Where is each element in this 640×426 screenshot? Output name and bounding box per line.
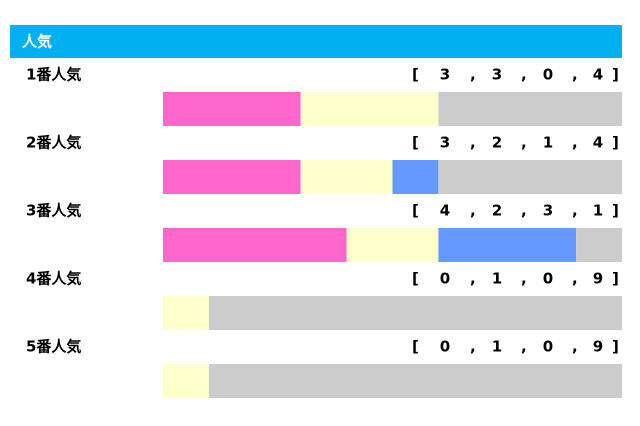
value-label: 0 [440,338,450,356]
value-label: 9 [593,270,603,288]
header-bar [10,25,622,58]
bar-segment [300,160,393,194]
bracket: [ [412,270,419,288]
bar-segment [300,92,439,126]
value-label: 4 [440,202,450,220]
value-label: 2 [492,202,502,220]
separator: , [470,66,476,84]
value-label: 9 [593,338,603,356]
separator: , [521,202,527,220]
separator: , [572,270,578,288]
bar-segment [208,364,622,398]
bracket: [ [412,202,419,220]
value-label: 0 [543,270,553,288]
bracket: [ [412,66,419,84]
separator: , [470,134,476,152]
value-label: 1 [543,134,553,152]
separator: , [521,134,527,152]
row-label: 3番人気 [26,202,81,220]
value-label: 3 [492,66,502,84]
bracket: ] [612,338,619,356]
bar-segment [346,228,439,262]
value-label: 0 [440,270,450,288]
separator: , [521,338,527,356]
separator: , [521,66,527,84]
separator: , [572,202,578,220]
value-label: 0 [543,338,553,356]
bracket: [ [412,338,419,356]
bar-segment [163,160,301,194]
bracket: ] [612,202,619,220]
row-label: 5番人気 [26,338,81,356]
value-label: 1 [593,202,603,220]
bracket: [ [412,134,419,152]
value-label: 2 [492,134,502,152]
bar-segment [163,364,209,398]
bar-segment [392,160,439,194]
bar-segment [438,160,622,194]
value-label: 4 [593,66,603,84]
value-label: 1 [492,270,502,288]
bar-segment [163,228,347,262]
value-label: 3 [543,202,553,220]
value-label: 4 [593,134,603,152]
bracket: ] [612,134,619,152]
bar-segment [163,92,301,126]
row-label: 2番人気 [26,134,81,152]
bracket: ] [612,270,619,288]
value-label: 0 [543,66,553,84]
row-label: 4番人気 [26,270,81,288]
separator: , [521,270,527,288]
separator: , [470,338,476,356]
separator: , [470,202,476,220]
value-label: 1 [492,338,502,356]
separator: , [470,270,476,288]
bracket: ] [612,66,619,84]
bar-segment [163,296,209,330]
bar-segment [208,296,622,330]
bar-segment [438,228,577,262]
chart-title: 人気 [22,33,52,51]
separator: , [572,338,578,356]
bar-segment [576,228,622,262]
value-label: 3 [440,134,450,152]
row-label: 1番人気 [26,66,81,84]
value-label: 3 [440,66,450,84]
separator: , [572,66,578,84]
separator: , [572,134,578,152]
bar-segment [438,92,622,126]
